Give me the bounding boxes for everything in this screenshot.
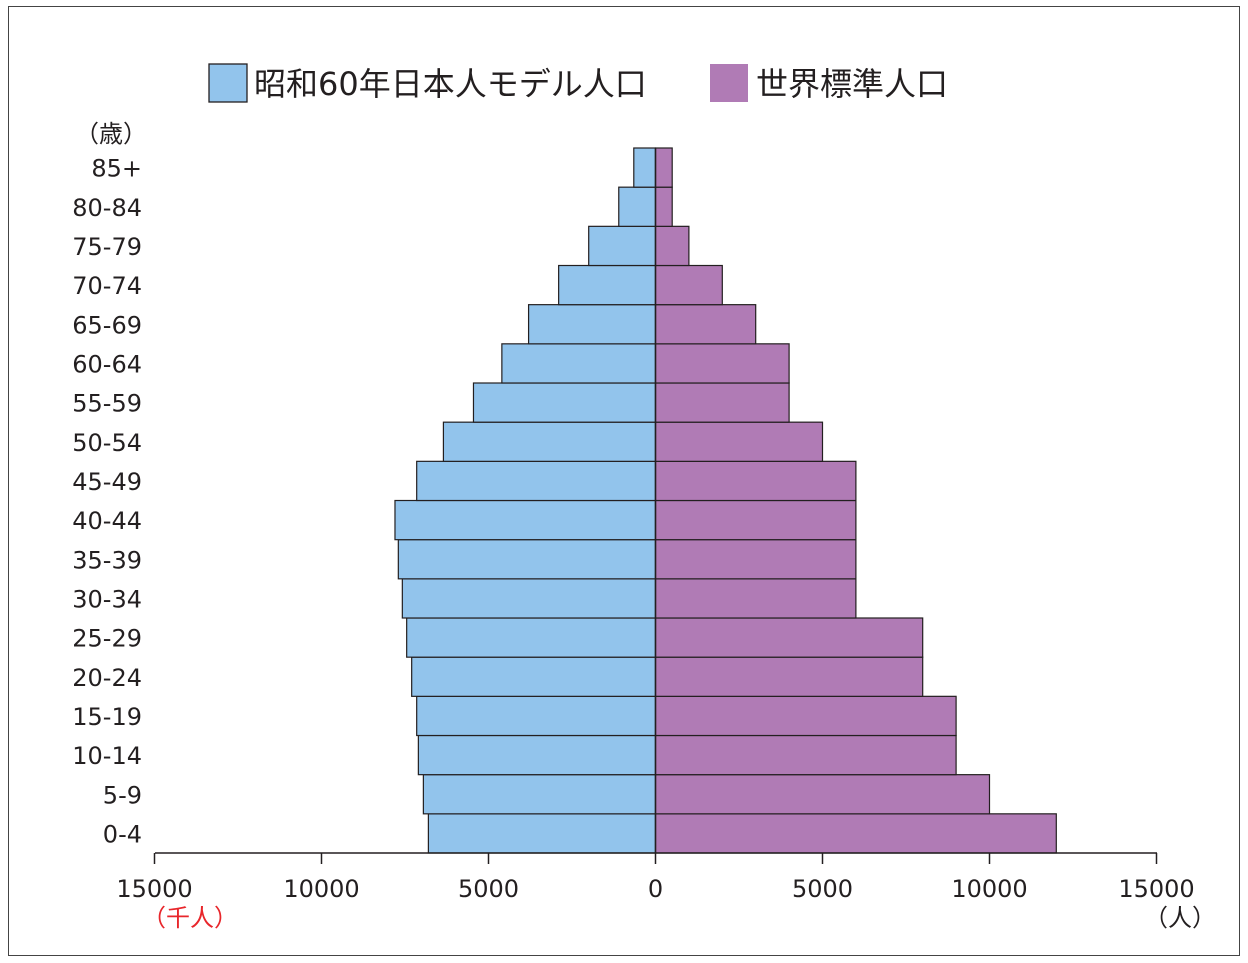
x-tick-label: 5000 bbox=[458, 875, 519, 903]
age-label-25-29: 25-29 bbox=[72, 625, 142, 653]
bar-world-standard-60-64 bbox=[654, 343, 790, 384]
bar-japan-model-15-19 bbox=[416, 695, 657, 737]
age-labels-group: 0-4 5-9 10-14 15-19 20-24 25-29 30-34 35-39 40-4… bbox=[72, 155, 142, 849]
bar-world-standard-15-19 bbox=[654, 695, 957, 737]
legend: 昭和60年日本人モデル人口 世界標準人口 bbox=[208, 63, 948, 103]
x-tick-label: 15000 bbox=[1118, 875, 1194, 903]
bar-world-standard-10-14 bbox=[654, 734, 957, 776]
bar-japan-model-70-74 bbox=[558, 264, 657, 306]
bar-japan-model-25-29 bbox=[406, 617, 657, 658]
bar-japan-model-35-39 bbox=[397, 539, 657, 580]
bar-japan-model-45-49 bbox=[416, 460, 657, 502]
bar-japan-model-60-64 bbox=[501, 343, 657, 384]
bar-world-standard-85+ bbox=[654, 147, 673, 188]
x-tick-label: 15000 bbox=[116, 875, 192, 903]
legend-label-japan-model: 昭和60年日本人モデル人口 bbox=[254, 65, 647, 103]
legend-swatch-japan-model bbox=[208, 63, 248, 103]
x-axis: 15000 10000 5000 0 5000 10000 15000 bbox=[116, 852, 1195, 903]
bar-world-standard-20-24 bbox=[654, 656, 924, 697]
legend-label-world-standard: 世界標準人口 bbox=[756, 65, 948, 103]
age-label-15-19: 15-19 bbox=[72, 703, 142, 731]
age-label-45-49: 45-49 bbox=[72, 468, 142, 496]
bar-world-standard-0-4 bbox=[654, 813, 1057, 854]
y-axis-unit-label: （歳） bbox=[75, 120, 147, 148]
bar-japan-model-0-4 bbox=[427, 813, 657, 854]
age-label-60-64: 60-64 bbox=[72, 350, 142, 378]
age-label-10-14: 10-14 bbox=[72, 742, 142, 770]
bar-world-standard-65-69 bbox=[654, 304, 757, 345]
bar-world-standard-50-54 bbox=[654, 421, 824, 462]
bar-japan-model-30-34 bbox=[401, 578, 657, 619]
bar-japan-model-80-84 bbox=[618, 186, 657, 227]
bar-japan-model-65-69 bbox=[527, 304, 657, 345]
bar-japan-model-50-54 bbox=[442, 421, 657, 462]
bar-japan-model-75-79 bbox=[588, 225, 657, 267]
bar-world-standard-80-84 bbox=[654, 186, 673, 227]
x-tick-label: 5000 bbox=[792, 875, 853, 903]
bar-world-standard-35-39 bbox=[654, 539, 857, 580]
age-label-20-24: 20-24 bbox=[72, 664, 142, 692]
bar-world-standard-75-79 bbox=[654, 225, 690, 267]
age-label-40-44: 40-44 bbox=[72, 507, 142, 535]
x-unit-left-label: （千人） bbox=[142, 904, 238, 932]
legend-swatch-world-standard bbox=[710, 64, 748, 102]
bar-japan-model-5-9 bbox=[422, 774, 657, 815]
x-unit-right-label: （人） bbox=[1144, 904, 1216, 932]
chart-frame bbox=[8, 6, 1240, 956]
age-label-30-34: 30-34 bbox=[72, 585, 142, 613]
x-tick-label: 10000 bbox=[951, 875, 1027, 903]
x-tick-label: 10000 bbox=[283, 875, 359, 903]
bar-japan-model-10-14 bbox=[417, 734, 657, 776]
age-label-55-59: 55-59 bbox=[72, 390, 142, 418]
age-label-35-39: 35-39 bbox=[72, 546, 142, 574]
bar-world-standard-70-74 bbox=[654, 264, 723, 306]
bar-japan-model-40-44 bbox=[394, 499, 657, 541]
bar-japan-model-55-59 bbox=[472, 382, 657, 423]
age-label-75-79: 75-79 bbox=[72, 233, 142, 261]
age-label-65-69: 65-69 bbox=[72, 311, 142, 339]
age-label-85+: 85+ bbox=[91, 155, 142, 183]
x-tick-label: 0 bbox=[648, 875, 663, 903]
bar-world-standard-55-59 bbox=[654, 382, 790, 423]
bar-world-standard-30-34 bbox=[654, 578, 857, 619]
bars-group bbox=[394, 147, 1057, 854]
bar-japan-model-85+ bbox=[633, 147, 657, 188]
age-label-70-74: 70-74 bbox=[72, 272, 142, 300]
bar-world-standard-45-49 bbox=[654, 460, 857, 502]
age-label-50-54: 50-54 bbox=[72, 429, 142, 457]
bar-world-standard-5-9 bbox=[654, 774, 991, 815]
bar-world-standard-25-29 bbox=[654, 617, 924, 658]
bar-japan-model-20-24 bbox=[411, 656, 657, 697]
bar-world-standard-40-44 bbox=[654, 499, 857, 541]
age-label-80-84: 80-84 bbox=[72, 194, 142, 222]
age-label-5-9: 5-9 bbox=[103, 781, 142, 809]
age-label-0-4: 0-4 bbox=[103, 820, 142, 848]
